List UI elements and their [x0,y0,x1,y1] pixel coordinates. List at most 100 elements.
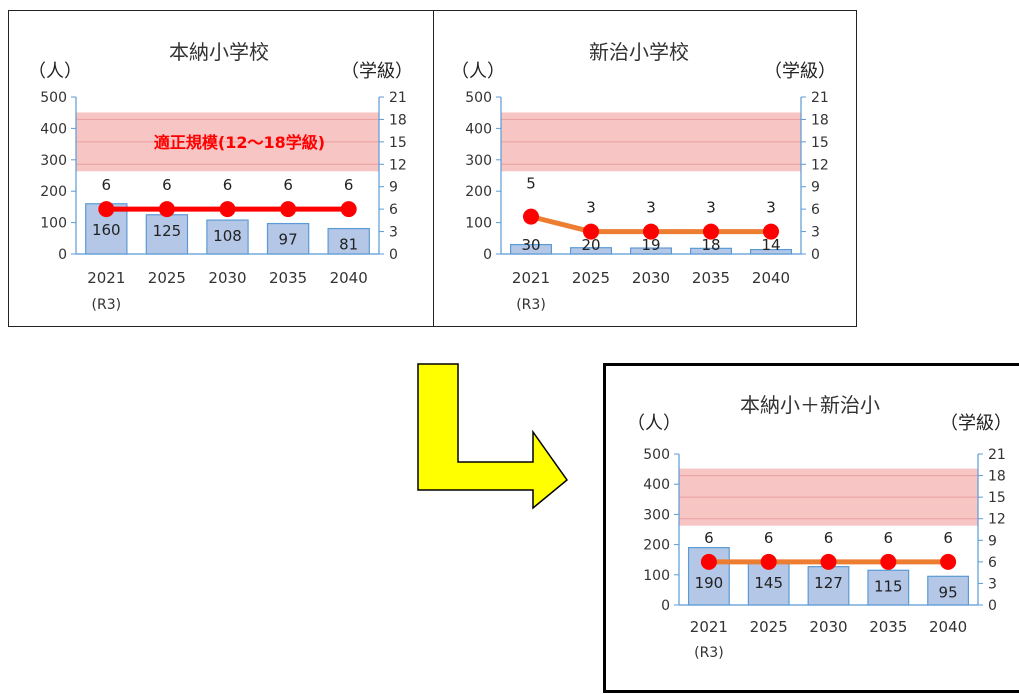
y-left-tick-label: 400 [465,121,492,137]
y-left-tick-label: 0 [661,598,670,614]
bar-value-label: 97 [279,231,298,249]
y-right-tick-label: 15 [988,490,1006,506]
y-right-tick-label: 9 [389,180,398,196]
chart-title: 本納小＋新治小 [740,393,880,417]
line-value-label: 6 [223,176,233,194]
line-marker [158,201,175,218]
x-category-label: 2040 [929,618,967,636]
x-category-label: 2021 [690,618,728,636]
y-left-tick-label: 200 [643,538,670,554]
line-value-label: 6 [344,176,354,194]
y-right-tick-label: 12 [389,157,407,173]
x-category-label: 2035 [692,269,730,287]
x-category-label: 2025 [148,269,186,287]
bar-students [509,243,552,255]
bar-students [206,219,249,255]
line-marker [820,553,837,570]
y-axis-right-label: （学級） [764,61,836,82]
bar-value-label: 190 [695,574,724,592]
y-right-tick-label: 15 [389,135,407,151]
y-right-tick-label: 12 [811,157,829,173]
line-marker [643,223,659,240]
y-left-tick-label: 500 [40,90,67,106]
y-axis-left-label: （人） [451,61,505,82]
line-marker [880,553,897,570]
bar-value-label: 95 [939,583,958,601]
line-value-label: 5 [526,175,536,193]
y-left-tick-label: 100 [40,216,67,232]
line-value-label: 3 [586,199,596,217]
y-left-tick-label: 100 [643,568,670,584]
line-value-label: 6 [162,176,172,194]
line-value-label: 6 [704,529,714,547]
y-right-tick-label: 9 [988,533,997,549]
bar-value-label: 81 [339,236,358,254]
chart-panel-combined: 本納小＋新治小 （人） （学級） 0 100 200 300 400 500 0 3 6 9 12 15 18… [603,363,1019,693]
y-right-tick-label: 0 [389,247,398,263]
chart-panel-honno: 本納小学校 （人） （学級） 適正規模(12～18学級) 0 100 200 300 400 50… [8,10,434,327]
line-value-label: 6 [283,176,293,194]
y-right-tick-label: 21 [988,447,1006,463]
bar-value-label: 14 [761,236,780,254]
x-category-label: 2035 [269,269,307,287]
bar-value-label: 115 [874,577,903,595]
x-category-label: 2025 [572,269,610,287]
y-left-tick-label: 300 [643,507,670,523]
chart-honno: 本納小学校 （人） （学級） 適正規模(12～18学級) 0 100 200 300 400 50… [28,40,413,313]
bar-value-label: 145 [754,574,783,592]
x-category-sublabel: (R3) [92,297,122,313]
bar-students [690,247,733,255]
band-label: 適正規模(12～18学級) [154,133,325,152]
x-category-label: 2030 [809,618,847,636]
line-marker [583,223,599,240]
chart-combined: 本納小＋新治小 （人） （学級） 0 100 200 300 400 500 0 3 6 9 12 15 18… [627,393,1012,661]
y-left-tick-label: 500 [465,90,492,106]
line-marker [340,201,357,218]
chart-title: 新治小学校 [589,40,689,64]
chart-panel-niiharu: 新治小学校 （人） （学級） 0 100 200 300 400 500 0 3 6 9 12 15 18 21… [433,10,857,327]
bar-value-label: 127 [814,574,843,592]
bar-students [266,222,310,255]
y-right-tick-label: 21 [389,90,407,106]
bar-value-label: 125 [153,222,182,240]
y-left-tick-label: 0 [483,247,492,263]
x-category-label: 2030 [208,269,246,287]
y-right-tick-label: 18 [811,112,829,128]
y-right-tick-label: 6 [988,555,997,571]
y-left-tick-label: 400 [643,477,670,493]
bar-students [630,247,673,255]
line-marker [763,223,779,240]
line-value-label: 3 [766,199,776,217]
y-left-tick-label: 200 [40,184,67,200]
line-value-label: 3 [646,199,656,217]
y-right-tick-label: 0 [811,247,820,263]
y-axis-left-label: （人） [627,413,681,434]
line-marker [523,208,539,225]
line-marker [280,201,297,218]
y-right-tick-label: 15 [811,135,829,151]
y-right-tick-label: 21 [811,90,829,106]
bar-value-label: 19 [641,236,660,254]
x-category-sublabel: (R3) [516,297,546,313]
y-right-tick-label: 12 [988,512,1006,528]
y-left-tick-label: 200 [465,184,492,200]
line-value-label: 6 [884,529,894,547]
bar-value-label: 20 [581,236,600,254]
bar-value-label: 160 [92,221,121,239]
y-right-tick-label: 0 [988,598,997,614]
y-right-tick-label: 6 [811,202,820,218]
y-right-tick-label: 3 [389,225,398,241]
chart-niiharu: 新治小学校 （人） （学級） 0 100 200 300 400 500 0 3 6 9 12 15 18 21… [451,40,836,313]
line-value-label: 6 [102,176,112,194]
y-right-tick-label: 18 [988,469,1006,485]
line-marker [703,223,719,240]
chart-title: 本納小学校 [169,40,269,64]
bar-value-label: 30 [521,236,540,254]
x-category-label: 2035 [869,618,907,636]
y-axis-left-label: （人） [28,61,82,82]
bar-students [927,575,970,606]
bar-value-label: 108 [213,227,242,245]
line-marker [98,201,115,218]
bar-value-label: 18 [701,236,720,254]
line-marker [760,553,777,570]
